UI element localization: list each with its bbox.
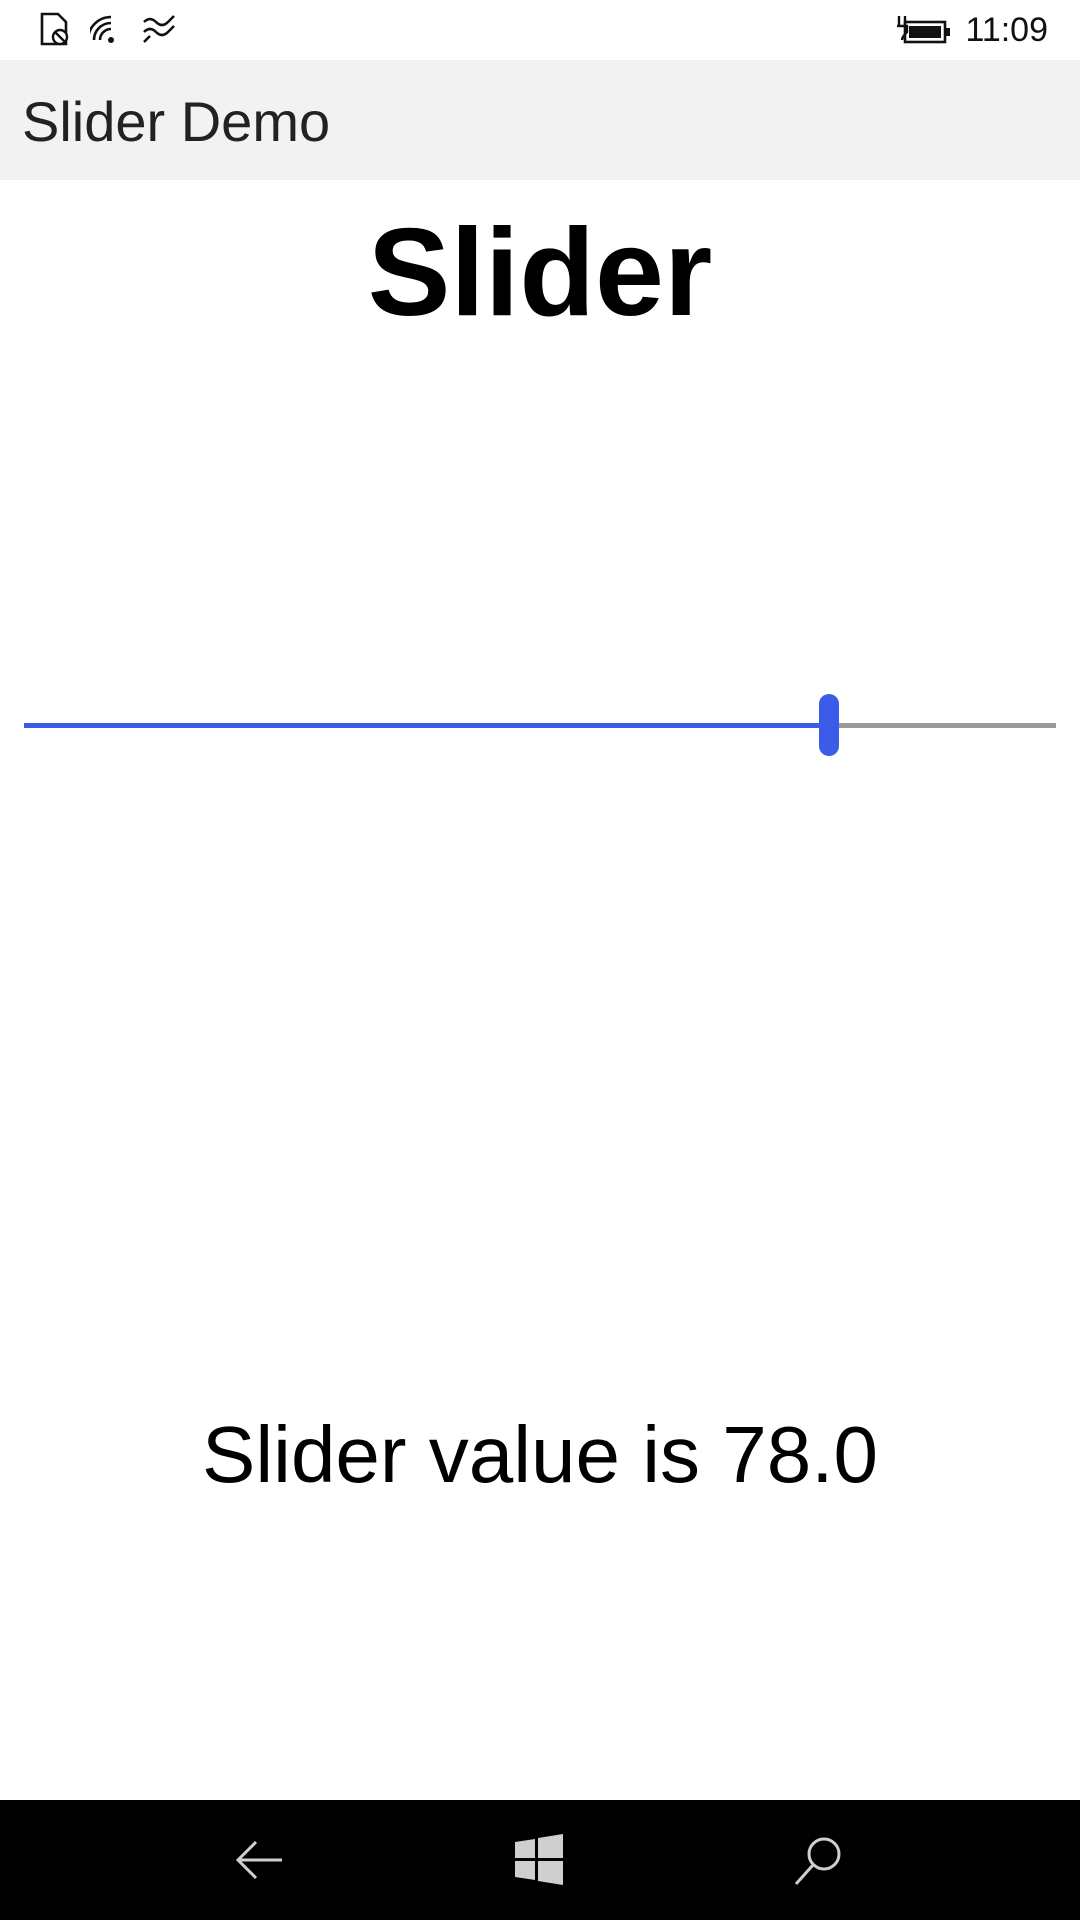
battery-charging-icon [897, 16, 950, 44]
status-time: 11:09 [965, 11, 1048, 49]
wifi-icon [90, 15, 114, 43]
search-icon[interactable] [790, 1830, 850, 1890]
windows-start-icon[interactable] [509, 1830, 569, 1890]
status-bar: 11:09 [0, 0, 1080, 60]
title-bar: Slider Demo [0, 60, 1080, 180]
slider-value-label: Slider value is 78.0 [202, 1410, 878, 1499]
slider-thumb[interactable] [818, 694, 839, 756]
back-icon[interactable] [230, 1830, 290, 1890]
sim-blocked-icon [40, 12, 69, 46]
slider-fill [24, 723, 829, 728]
app-title: Slider Demo [22, 90, 331, 153]
value-slider[interactable] [24, 690, 1056, 760]
data-signal-icon [143, 15, 175, 43]
page-heading: Slider [367, 204, 713, 342]
navigation-bar [0, 1800, 1080, 1920]
